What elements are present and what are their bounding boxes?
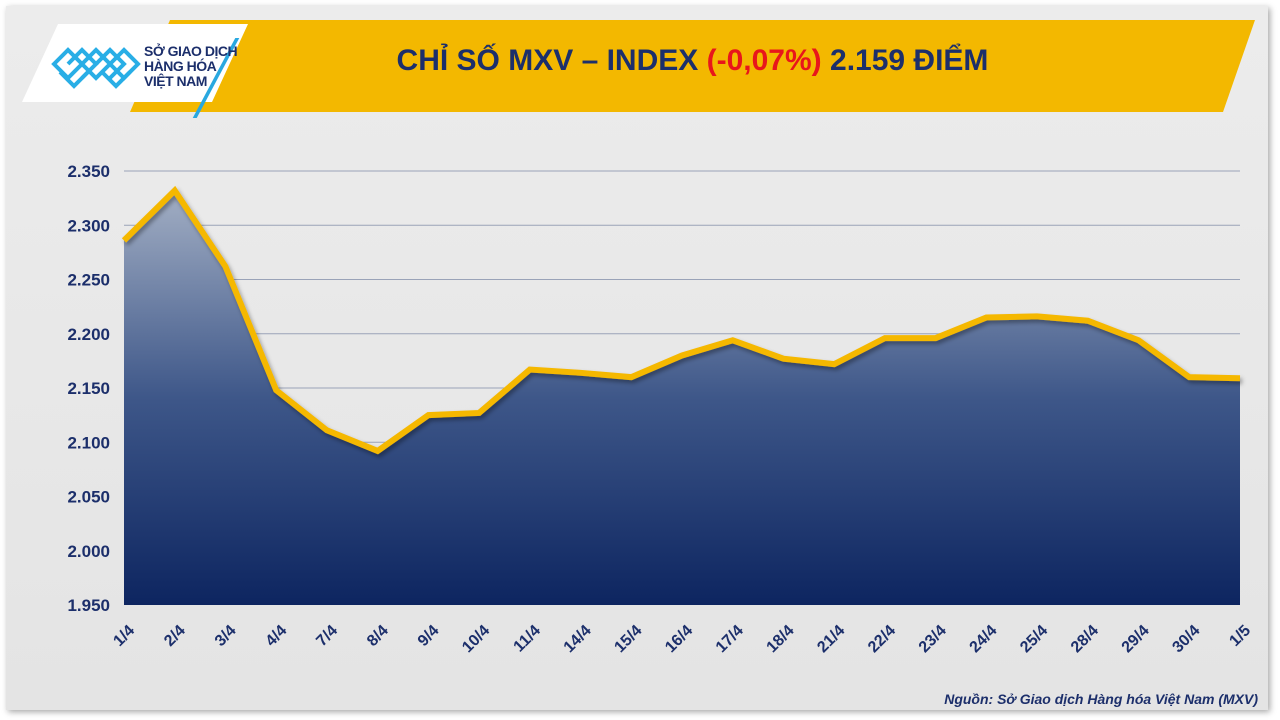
x-tick-label: 11/4 [511, 622, 544, 655]
x-tick-label: 1/5 [1226, 622, 1254, 650]
logo-line: HÀNG HÓA [144, 58, 217, 74]
source-note: Nguồn: Sở Giao dịch Hàng hóa Việt Nam (M… [944, 691, 1258, 707]
logo-line: SỞ GIAO DỊCH [144, 43, 238, 59]
x-tick-label: 21/4 [814, 622, 848, 656]
x-tick-label: 17/4 [713, 622, 747, 656]
mxv-logo-icon [50, 38, 150, 98]
y-tick-label: 2.000 [67, 542, 110, 561]
x-tick-label: 2/4 [161, 622, 189, 650]
y-tick-label: 1.950 [67, 596, 110, 615]
x-tick-label: 18/4 [764, 622, 798, 656]
x-tick-label: 25/4 [1017, 622, 1051, 656]
x-tick-label: 8/4 [364, 622, 392, 650]
x-tick-label: 28/4 [1068, 622, 1102, 656]
area-fill [124, 190, 1240, 605]
index-change: (-0,07%) [706, 44, 822, 77]
index-value: 2.159 ĐIỂM [830, 44, 989, 77]
logo-line: VIỆT NAM [144, 73, 207, 89]
chart-title: CHỈ SỐ MXV – INDEX (-0,07%) 2.159 ĐIỂM [130, 44, 1255, 78]
y-tick-label: 2.050 [67, 488, 110, 507]
x-tick-label: 23/4 [916, 622, 950, 656]
y-tick-label: 2.350 [67, 162, 110, 181]
y-tick-label: 2.150 [67, 379, 110, 398]
x-tick-label: 3/4 [212, 622, 240, 650]
y-tick-label: 2.100 [67, 433, 110, 452]
x-tick-label: 16/4 [662, 622, 696, 656]
x-tick-label: 4/4 [263, 622, 291, 650]
x-tick-label: 7/4 [313, 622, 341, 650]
title-prefix: CHỈ SỐ MXV – INDEX [396, 44, 699, 77]
x-tick-label: 14/4 [561, 622, 595, 656]
x-tick-label: 1/4 [110, 622, 138, 650]
x-tick-label: 22/4 [865, 622, 899, 656]
y-tick-label: 2.250 [67, 271, 110, 290]
title-banner [130, 20, 1255, 112]
y-tick-label: 2.300 [67, 216, 110, 235]
logo-text: SỞ GIAO DỊCH HÀNG HÓA VIỆT NAM [144, 43, 238, 89]
x-tick-label: 30/4 [1169, 622, 1203, 656]
x-tick-label: 29/4 [1119, 622, 1153, 656]
y-tick-label: 2.200 [67, 325, 110, 344]
x-tick-label: 24/4 [967, 622, 1001, 656]
x-tick-label: 9/4 [415, 622, 443, 650]
x-tick-label: 15/4 [611, 622, 645, 656]
x-tick-label: 10/4 [459, 622, 493, 656]
